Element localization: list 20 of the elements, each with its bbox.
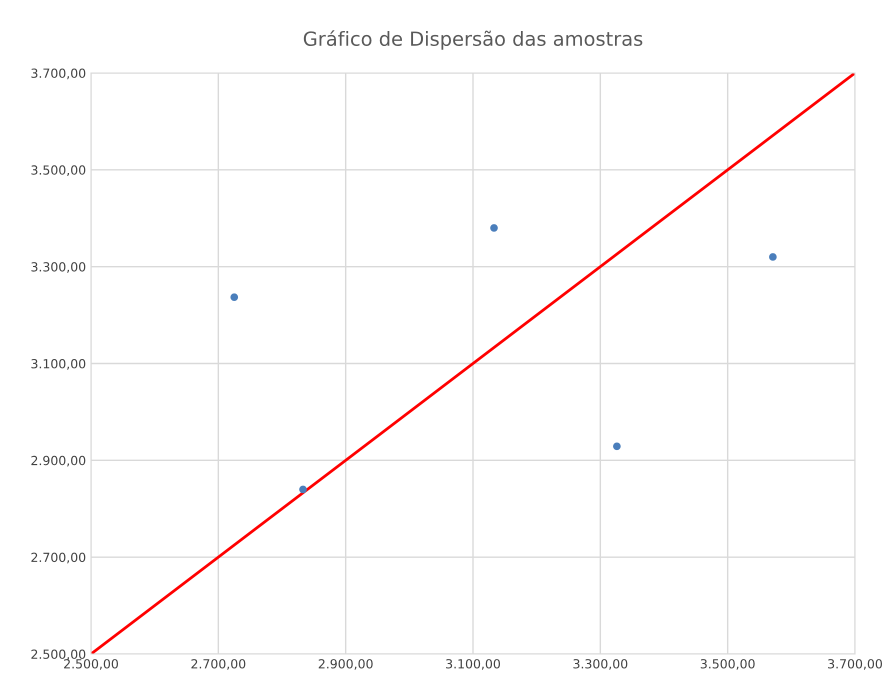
y-tick-label: 2.700,00 <box>31 552 86 564</box>
x-tick-label: 3.300,00 <box>573 659 628 670</box>
x-tick-label: 2.700,00 <box>191 659 246 670</box>
x-tick-label: 2.500,00 <box>64 659 118 670</box>
y-tick-label: 2.500,00 <box>31 649 86 660</box>
point <box>490 224 498 232</box>
y-tick-label: 3.500,00 <box>31 165 86 176</box>
y-tick-label: 3.700,00 <box>31 68 86 80</box>
x-tick-label: 3.100,00 <box>446 659 500 670</box>
point <box>769 253 777 261</box>
x-tick-label: 3.500,00 <box>700 659 755 670</box>
y-tick-label: 3.300,00 <box>31 262 86 273</box>
point <box>299 486 307 494</box>
y-tick-label: 3.100,00 <box>31 358 86 370</box>
point <box>230 293 238 301</box>
x-tick-label: 3.700,00 <box>828 659 882 670</box>
point <box>613 442 621 450</box>
x-tick-label: 2.900,00 <box>318 659 373 670</box>
chart-title: Gráfico de Dispersão das amostras <box>304 30 642 50</box>
y-tick-label: 2.900,00 <box>31 456 86 467</box>
